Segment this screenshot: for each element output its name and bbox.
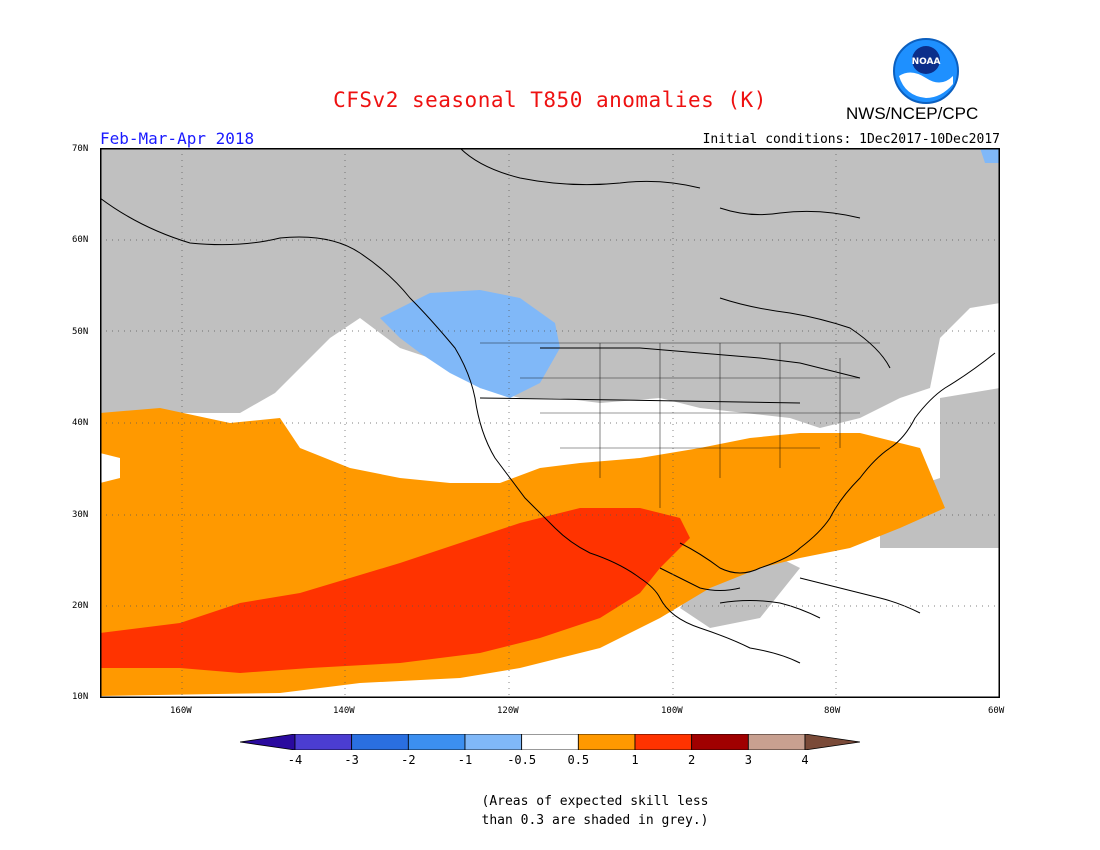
colorbar-label: 1 <box>631 753 639 767</box>
colorbar-max-triangle <box>804 734 860 750</box>
lat-tick: 10N <box>72 692 89 702</box>
colorbar-swatch <box>351 734 409 750</box>
anomaly-map <box>100 148 1000 698</box>
colorbar-label: 0.5 <box>567 753 590 767</box>
lat-tick: 70N <box>72 144 89 154</box>
lat-tick: 20N <box>72 601 89 611</box>
state-borders <box>480 342 880 508</box>
colorbar-swatch <box>634 734 693 750</box>
colorbar-swatch <box>691 734 749 750</box>
colorbar-label: -4 <box>287 753 303 767</box>
lat-tick: 40N <box>72 418 89 428</box>
colorbar-label: -0.5 <box>507 753 537 767</box>
lat-tick: 60N <box>72 235 89 245</box>
initial-conditions: Initial conditions: 1Dec2017-10Dec2017 <box>702 132 1000 147</box>
colorbar-label: -2 <box>401 753 416 767</box>
anomaly-blue-nw <box>380 290 560 398</box>
colorbar-swatch <box>577 734 636 750</box>
colorbar-swatch <box>747 734 806 750</box>
lon-tick: 80W <box>824 706 841 716</box>
coastlines <box>100 148 996 664</box>
colorbar-min-triangle <box>240 734 296 750</box>
footnote-line-2: than 0.3 are shaded in grey.) <box>481 813 709 828</box>
skill-grey-gulf <box>680 558 800 628</box>
colorbar-label: 4 <box>801 753 809 767</box>
anomaly-red-band <box>100 508 690 673</box>
anomaly-blue-ne <box>980 148 1000 163</box>
lon-tick: 100W <box>661 706 683 716</box>
colorbar-label: -1 <box>457 753 473 767</box>
agency-label: NWS/NCEP/CPC <box>846 104 979 123</box>
lat-tick: 30N <box>72 510 89 520</box>
color-bar <box>240 734 860 750</box>
colorbar-swatch <box>521 734 579 750</box>
lon-tick: 140W <box>333 706 355 716</box>
colorbar-swatch <box>407 734 466 750</box>
colorbar-label: 2 <box>688 753 696 767</box>
lon-tick: 60W <box>988 706 1005 716</box>
map-title: CFSv2 seasonal T850 anomalies (K) <box>333 88 767 112</box>
noaa-logo: NOAA <box>893 38 959 104</box>
graticule <box>100 148 1000 698</box>
forecast-period: Feb-Mar-Apr 2018 <box>100 129 255 148</box>
lon-tick: 160W <box>170 706 192 716</box>
lon-tick: 120W <box>497 706 519 716</box>
skill-footnote: (Areas of expected skill less than 0.3 a… <box>0 792 1100 830</box>
footnote-line-1: (Areas of expected skill less <box>481 794 709 809</box>
lat-tick: 50N <box>72 327 89 337</box>
logo-text: NOAA <box>912 57 941 67</box>
colorbar-swatch <box>294 734 353 750</box>
colorbar-label: -3 <box>344 753 359 767</box>
skill-grey-north <box>100 148 1000 428</box>
colorbar-swatch <box>464 734 523 750</box>
colorbar-label: 3 <box>744 753 752 767</box>
